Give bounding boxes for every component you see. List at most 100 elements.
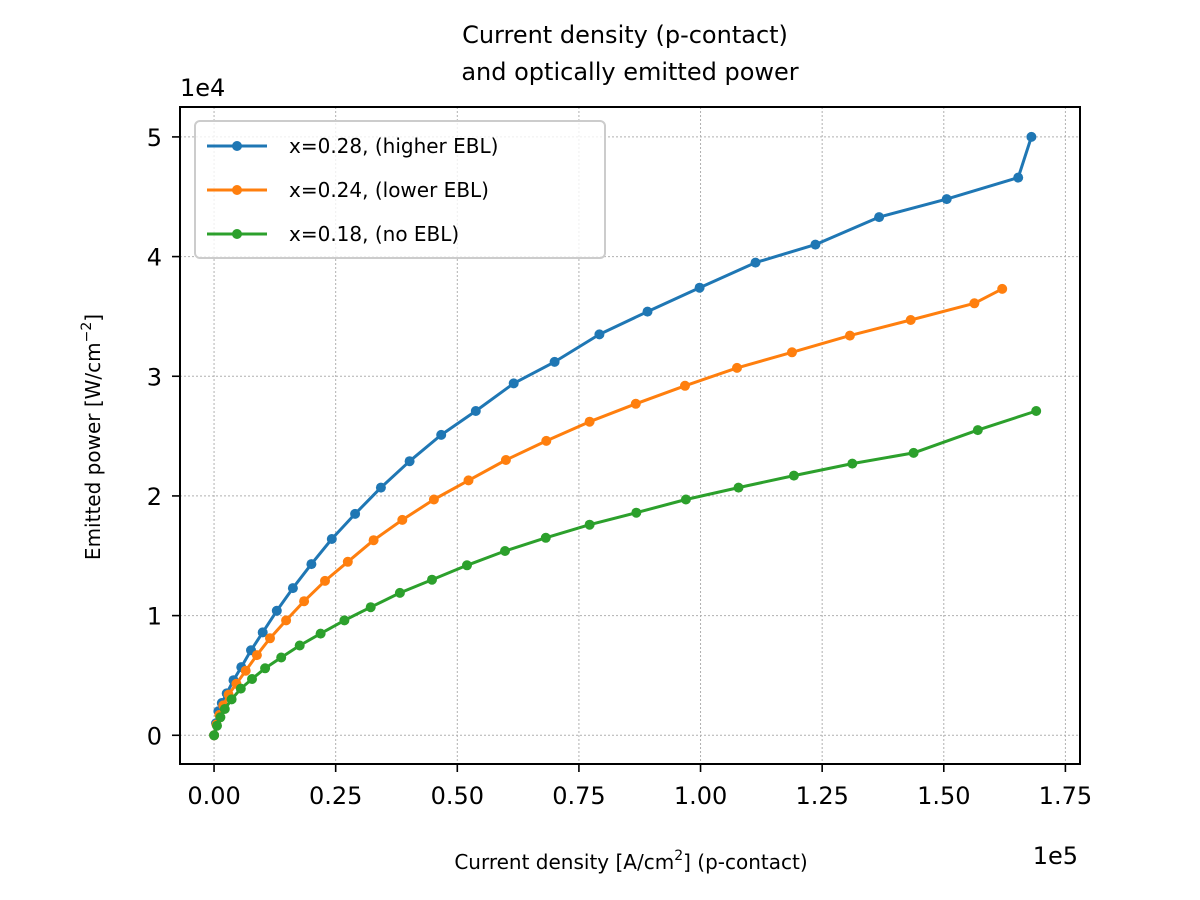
x-axis-label: Current density [A/cm2] (p-contact): [454, 848, 807, 874]
y-tick-label: 2: [147, 483, 162, 511]
data-point: [540, 532, 551, 543]
data-point: [276, 652, 287, 663]
series-3: [209, 406, 1042, 741]
data-point: [247, 674, 257, 684]
data-point: [788, 470, 799, 481]
data-point: [847, 458, 858, 469]
data-point: [315, 628, 326, 639]
data-point: [350, 508, 361, 519]
data-point: [680, 494, 691, 505]
x-tick-label: 1.00: [674, 782, 727, 810]
data-point: [294, 640, 305, 651]
data-point: [941, 194, 952, 205]
x-tick-label: 0.50: [431, 782, 484, 810]
data-point: [375, 482, 386, 493]
data-point: [299, 596, 310, 607]
data-point: [905, 315, 916, 325]
data-point: [844, 330, 855, 341]
data-point: [584, 416, 595, 427]
data-point: [339, 615, 350, 626]
plot-area-frame: [179, 106, 1081, 765]
data-point: [732, 362, 742, 373]
data-point: [810, 239, 821, 250]
data-point: [235, 683, 246, 694]
y-axis-label: Emitted power [W/cm−2]: [79, 314, 105, 560]
x-axis-ticks: 0.00 0.25 0.50 0.75 1.00 1.25 1.50 1.75: [187, 764, 1092, 810]
legend: x=0.28, (higher EBL) x=0.24, (lower EBL) x…: [194, 120, 606, 259]
data-point: [397, 514, 408, 525]
y-tick-label: 5: [147, 124, 162, 152]
data-point: [271, 605, 282, 616]
data-point: [1013, 172, 1024, 183]
data-point: [209, 730, 220, 741]
data-point: [972, 425, 983, 436]
y-axis-label-tail: ]: [81, 314, 105, 322]
data-point: [874, 212, 885, 223]
x-axis-offset-label: 1e5: [1033, 842, 1078, 870]
data-series: [209, 131, 1042, 741]
data-point: [404, 456, 415, 467]
y-tick-label: 0: [147, 722, 162, 750]
chart-title-line-2: and optically emitted power: [461, 58, 798, 86]
legend-label: x=0.24, (lower EBL): [289, 178, 489, 202]
x-axis-label-tail: ] (p-contact): [683, 850, 808, 874]
x-tick-label: 1.50: [917, 782, 970, 810]
x-tick-label: 0.00: [187, 782, 240, 810]
data-point: [549, 356, 560, 367]
data-point: [1026, 131, 1037, 142]
data-point: [265, 633, 275, 644]
legend-box: [194, 120, 606, 259]
data-point: [462, 560, 472, 571]
x-tick-label: 1.25: [795, 782, 848, 810]
legend-label: x=0.28, (higher EBL): [289, 134, 498, 158]
data-point: [750, 257, 761, 268]
data-point: [240, 665, 251, 676]
legend-marker: [232, 185, 242, 195]
data-point: [251, 650, 262, 661]
data-point: [584, 519, 595, 530]
data-point: [257, 627, 268, 638]
data-point: [680, 380, 690, 391]
data-point: [787, 347, 797, 358]
y-axis-ticks: 0 1 2 3 4 5: [147, 124, 180, 750]
data-point: [215, 712, 226, 723]
data-point: [428, 494, 439, 505]
x-tick-label: 0.75: [552, 782, 605, 810]
data-point: [508, 378, 519, 389]
data-point: [470, 406, 481, 416]
y-axis-offset-label: 1e4: [180, 74, 225, 102]
data-point: [594, 329, 605, 340]
x-tick-label: 1.75: [1039, 782, 1092, 810]
legend-label: x=0.18, (no EBL): [289, 222, 459, 246]
data-point: [969, 298, 980, 309]
data-point: [226, 694, 237, 705]
data-point: [394, 587, 405, 598]
data-point: [642, 306, 653, 317]
data-point: [630, 398, 641, 409]
data-point: [997, 283, 1008, 294]
y-tick-label: 3: [147, 363, 162, 391]
y-axis-label-superscript: −2: [79, 322, 95, 343]
data-point: [281, 615, 292, 626]
series-line: [212, 287, 1003, 736]
data-point: [320, 575, 330, 586]
data-point: [694, 282, 705, 293]
x-tick-label: 0.25: [309, 782, 362, 810]
y-axis-label-main: Emitted power [W/cm: [81, 342, 105, 560]
data-point: [631, 507, 642, 518]
chart-title-line-1: Current density (p-contact): [462, 21, 788, 49]
data-point: [908, 447, 919, 458]
data-point: [500, 455, 511, 465]
data-point: [368, 535, 379, 546]
data-point: [219, 704, 230, 714]
data-point: [342, 556, 353, 567]
x-axis-label-superscript: 2: [674, 848, 683, 864]
data-point: [306, 559, 317, 570]
legend-marker: [232, 141, 242, 151]
y-tick-label: 4: [147, 244, 162, 272]
legend-marker: [232, 229, 242, 239]
data-point: [326, 534, 337, 544]
data-point: [212, 720, 222, 731]
y-tick-label: 1: [147, 603, 162, 631]
